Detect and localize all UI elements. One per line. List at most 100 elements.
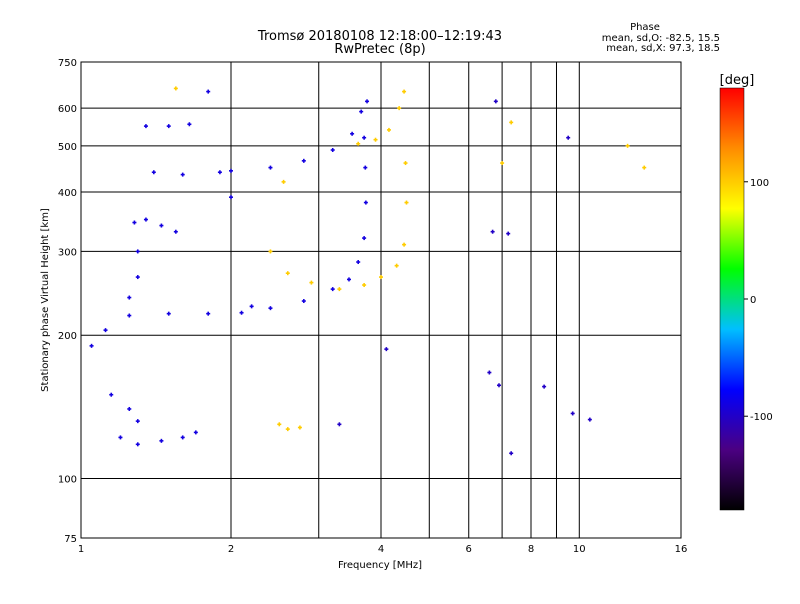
colorbar-tick-label: 100 bbox=[750, 178, 769, 189]
x-tick-label: 10 bbox=[573, 544, 586, 555]
echo-point-x bbox=[386, 127, 391, 132]
phase-heading: Phase bbox=[630, 22, 660, 33]
echo-point-o bbox=[362, 236, 367, 241]
echo-point-o bbox=[143, 217, 148, 222]
echo-point-o bbox=[301, 299, 306, 304]
echo-point-o bbox=[151, 170, 156, 175]
echo-point-o bbox=[159, 223, 164, 228]
echo-point-o bbox=[180, 435, 185, 440]
echo-point-noise bbox=[487, 370, 492, 375]
y-tick-label: 400 bbox=[58, 188, 77, 199]
x-tick-label: 4 bbox=[378, 544, 384, 555]
echo-point-x bbox=[285, 271, 290, 276]
echo-point-o bbox=[173, 229, 178, 234]
echo-point-o bbox=[159, 438, 164, 443]
echo-point-noise bbox=[587, 417, 592, 422]
y-tick-labels: 75 100 200 300 400 500 600 750 bbox=[58, 58, 77, 545]
echo-point-noise bbox=[570, 411, 575, 416]
colorbar-ticks: 100 0 -100 bbox=[744, 178, 773, 423]
echo-point-x bbox=[173, 86, 178, 91]
echo-point-x bbox=[277, 422, 282, 427]
echo-point-o bbox=[206, 311, 211, 316]
echo-point-o bbox=[135, 249, 140, 254]
echo-point-x bbox=[642, 165, 647, 170]
echo-point-o bbox=[206, 89, 211, 94]
echo-point-x bbox=[397, 106, 402, 111]
x-tick-label: 1 bbox=[78, 544, 84, 555]
echo-point-o bbox=[118, 435, 123, 440]
echo-point-x bbox=[394, 263, 399, 268]
echo-point-o bbox=[359, 109, 364, 114]
y-tick-label: 100 bbox=[58, 475, 77, 486]
phase-colorbar: [deg] 100 0 -100 bbox=[719, 73, 773, 511]
echo-point-o bbox=[109, 392, 114, 397]
echo-point-o bbox=[135, 442, 140, 447]
y-tick-label: 200 bbox=[58, 331, 77, 342]
echo-point-x bbox=[404, 200, 409, 205]
echo-point-noise bbox=[509, 451, 514, 456]
y-tick-label: 600 bbox=[58, 104, 77, 115]
echo-point-o bbox=[239, 310, 244, 315]
x-tick-label: 8 bbox=[528, 544, 534, 555]
colorbar-gradient bbox=[719, 87, 745, 511]
echo-point-o bbox=[356, 260, 361, 265]
echo-point-o bbox=[135, 275, 140, 280]
colorbar-label: [deg] bbox=[720, 73, 755, 88]
echo-point-o bbox=[229, 168, 233, 173]
echo-point-noise bbox=[542, 384, 547, 389]
echo-point-x bbox=[281, 179, 286, 184]
echo-point-o bbox=[143, 124, 148, 129]
echo-point-x bbox=[402, 242, 407, 247]
echo-point-o bbox=[103, 328, 108, 333]
echo-point-o bbox=[187, 122, 192, 127]
echo-point-o bbox=[166, 311, 171, 316]
echo-point-o bbox=[365, 99, 370, 104]
y-tick-label: 75 bbox=[64, 534, 77, 545]
echo-point-o bbox=[346, 277, 351, 282]
echo-point-noise bbox=[337, 422, 342, 427]
echo-point-x bbox=[297, 425, 302, 430]
echo-point-noise bbox=[384, 347, 389, 352]
echo-point-o bbox=[217, 170, 222, 175]
echo-point-o bbox=[363, 165, 368, 170]
chart-subtitle: RwPretec (8p) bbox=[334, 42, 425, 57]
y-tick-label: 300 bbox=[58, 247, 77, 258]
echo-point-o bbox=[127, 313, 132, 318]
echo-point-o bbox=[166, 124, 171, 129]
echo-point-o bbox=[132, 220, 137, 225]
echo-point-o bbox=[180, 172, 185, 177]
grid-lines bbox=[80, 61, 682, 539]
echo-point-x bbox=[337, 287, 342, 292]
echo-point-noise bbox=[566, 135, 571, 140]
phase-stats-x: mean, sd,X: 97.3, 18.5 bbox=[606, 43, 720, 54]
phase-stats-o: mean, sd,O: -82.5, 15.5 bbox=[602, 33, 720, 44]
echo-point-x bbox=[379, 275, 383, 280]
y-axis-label: Stationary phase Virtual Height [km] bbox=[40, 208, 51, 392]
echo-points bbox=[89, 86, 647, 456]
echo-point-o bbox=[127, 406, 132, 411]
echo-point-o bbox=[229, 195, 233, 200]
colorbar-tick-label: 0 bbox=[750, 295, 756, 306]
echo-point-x bbox=[356, 141, 361, 146]
echo-point-o bbox=[268, 165, 273, 170]
echo-point-o bbox=[301, 158, 306, 163]
echo-point-x bbox=[362, 283, 367, 288]
x-tick-labels: 1 2 4 6 8 10 16 bbox=[78, 544, 688, 555]
chart-title: Tromsø 20180108 12:18:00–12:19:43 bbox=[257, 29, 502, 44]
echo-point-x bbox=[373, 137, 378, 142]
echo-point-noise bbox=[490, 229, 495, 234]
x-tick-label: 16 bbox=[675, 544, 688, 555]
x-tick-label: 6 bbox=[466, 544, 472, 555]
echo-point-o bbox=[89, 343, 94, 348]
x-tick-label: 2 bbox=[228, 544, 234, 555]
echo-point-x bbox=[625, 143, 630, 148]
echo-point-o bbox=[330, 287, 335, 292]
plot-area: 1 2 4 6 8 10 16 75 100 200 300 400 500 600 750 bbox=[58, 58, 687, 555]
echo-point-x bbox=[268, 249, 273, 254]
echo-point-o bbox=[135, 419, 140, 424]
x-axis-label: Frequency [MHz] bbox=[338, 560, 422, 571]
colorbar-tick-label: -100 bbox=[750, 412, 773, 423]
echo-point-o bbox=[330, 147, 335, 152]
